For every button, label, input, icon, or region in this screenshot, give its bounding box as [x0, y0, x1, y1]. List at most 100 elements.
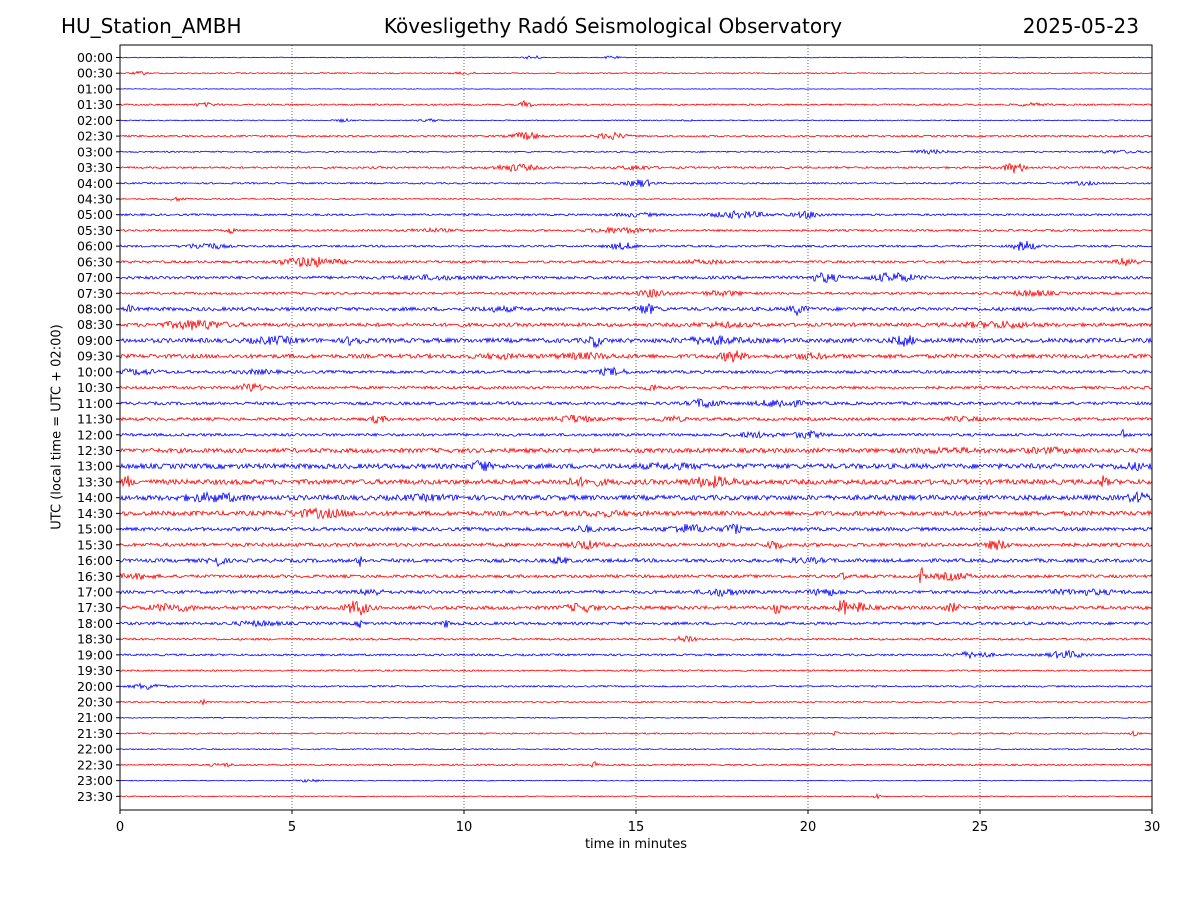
y-tick-label: 19:00 — [77, 647, 113, 662]
trace-1900 — [119, 649, 1153, 659]
trace-2130 — [119, 729, 1153, 737]
y-tick-label: 20:00 — [77, 679, 113, 694]
trace-0430 — [119, 196, 1153, 202]
y-tick-label: 16:30 — [77, 569, 113, 584]
y-tick-label: 16:00 — [77, 553, 113, 568]
y-axis-label: UTC (local time = UTC + 02:00) — [49, 324, 65, 530]
chart-title: Kövesligethy Radó Seismological Observat… — [383, 14, 843, 38]
trace-1600 — [119, 556, 1153, 568]
y-tick-label: 05:00 — [77, 207, 113, 222]
trace-0900 — [119, 334, 1153, 349]
y-tick-label: 06:30 — [77, 254, 113, 269]
y-tick-label: 12:00 — [77, 427, 113, 442]
trace-1230 — [119, 445, 1153, 456]
x-tick-label: 5 — [288, 820, 296, 835]
x-axis-label: time in minutes — [584, 837, 688, 852]
y-tick-label: 02:00 — [77, 113, 113, 128]
y-tick-label: 08:00 — [77, 302, 113, 317]
y-tick-label: 14:00 — [77, 490, 113, 505]
y-tick-label: 20:30 — [77, 695, 113, 710]
trace-0330 — [119, 163, 1153, 174]
x-tick-label: 30 — [1144, 820, 1161, 835]
trace-0230 — [119, 131, 1153, 141]
x-tick-label: 0 — [116, 820, 124, 835]
y-tick-label: 00:00 — [77, 50, 113, 65]
y-tick-label: 22:00 — [77, 742, 113, 757]
trace-2230 — [119, 760, 1153, 769]
y-tick-label: 18:00 — [77, 616, 113, 631]
y-tick-label: 23:30 — [77, 789, 113, 804]
y-tick-label: 09:00 — [77, 333, 113, 348]
trace-1730 — [119, 599, 1153, 616]
y-tick-label: 15:00 — [77, 522, 113, 537]
trace-2200 — [119, 748, 1153, 751]
trace-0030 — [119, 70, 1153, 76]
y-tick-label: 08:30 — [77, 317, 113, 332]
y-tick-label: 04:00 — [77, 176, 113, 191]
trace-1630 — [119, 566, 1153, 584]
trace-1700 — [119, 587, 1153, 598]
x-axis-ticks: 0 5 10 15 20 25 30 — [116, 810, 1160, 835]
y-tick-label: 10:00 — [77, 364, 113, 379]
trace-0400 — [119, 179, 1153, 188]
trace-0800 — [119, 302, 1153, 316]
trace-2330 — [119, 792, 1153, 800]
y-tick-label: 10:30 — [77, 380, 113, 395]
y-tick-label: 15:30 — [77, 537, 113, 552]
y-tick-label: 11:00 — [77, 396, 113, 411]
trace-2000 — [119, 682, 1153, 691]
trace-1300 — [119, 460, 1153, 472]
y-tick-label: 14:30 — [77, 506, 113, 521]
station-name: HU_Station_AMBH — [61, 14, 242, 38]
chart-date: 2025-05-23 — [1022, 14, 1139, 38]
y-tick-label: 07:00 — [77, 270, 113, 285]
trace-0600 — [119, 240, 1153, 251]
trace-0830 — [119, 319, 1153, 331]
trace-1830 — [119, 635, 1153, 643]
y-tick-label: 22:30 — [77, 757, 113, 772]
y-tick-label: 03:00 — [77, 144, 113, 159]
y-tick-label: 19:30 — [77, 663, 113, 678]
y-tick-label: 01:00 — [77, 81, 113, 96]
trace-1030 — [119, 382, 1153, 393]
trace-0300 — [119, 148, 1153, 155]
x-tick-label: 10 — [456, 820, 473, 835]
y-tick-label: 17:00 — [77, 584, 113, 599]
trace-1930 — [119, 669, 1153, 673]
trace-0100 — [119, 88, 1153, 90]
x-tick-label: 20 — [800, 820, 817, 835]
y-tick-label: 21:30 — [77, 726, 113, 741]
y-tick-label: 07:30 — [77, 286, 113, 301]
trace-2100 — [119, 716, 1153, 719]
trace-0930 — [119, 350, 1153, 363]
y-tick-label: 03:30 — [77, 160, 113, 175]
trace-1400 — [119, 490, 1153, 504]
x-tick-label: 25 — [972, 820, 989, 835]
trace-2300 — [119, 778, 1153, 783]
y-tick-label: 04:30 — [77, 191, 113, 206]
y-tick-label: 17:30 — [77, 600, 113, 615]
y-tick-label: 02:30 — [77, 129, 113, 144]
trace-0000 — [119, 54, 1153, 60]
y-tick-label: 09:30 — [77, 349, 113, 364]
trace-0730 — [119, 289, 1153, 298]
trace-0130 — [119, 99, 1153, 108]
y-tick-label: 18:30 — [77, 632, 113, 647]
trace-1200 — [119, 428, 1153, 440]
trace-1130 — [119, 414, 1153, 424]
trace-0530 — [119, 226, 1153, 235]
seismic-traces — [119, 54, 1153, 800]
y-tick-label: 05:30 — [77, 223, 113, 238]
y-tick-label: 23:00 — [77, 773, 113, 788]
trace-0630 — [119, 256, 1153, 268]
y-tick-label: 11:30 — [77, 412, 113, 427]
trace-1100 — [119, 397, 1153, 409]
trace-1000 — [119, 366, 1153, 377]
y-tick-label: 06:00 — [77, 239, 113, 254]
trace-0500 — [119, 209, 1153, 220]
y-tick-label: 01:30 — [77, 97, 113, 112]
y-tick-label: 13:00 — [77, 459, 113, 474]
y-tick-label: 00:30 — [77, 66, 113, 81]
vertical-grid — [291, 45, 981, 810]
